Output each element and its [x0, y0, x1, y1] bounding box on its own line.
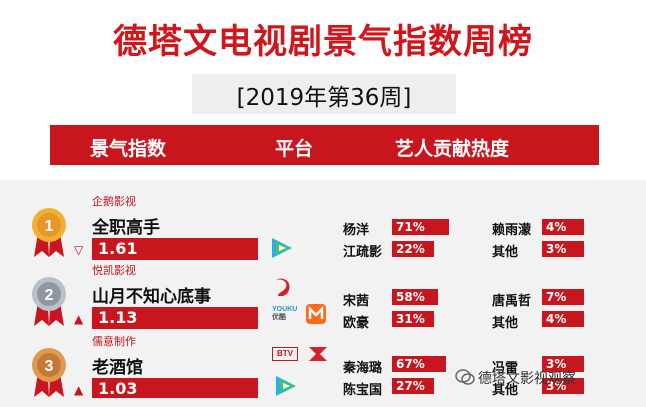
artist-name: 赖雨濛: [492, 223, 532, 238]
contribution-bar: [392, 241, 434, 257]
svg-text:3: 3: [45, 358, 54, 375]
jiangsu-tv-icon: [276, 278, 290, 296]
wechat-icon: [455, 369, 475, 385]
header-index-label: 景气指数: [90, 138, 167, 160]
contribution-bar: [392, 289, 438, 305]
ranking-row-2[interactable]: 2 悦凯影视 山月不知心底事 ▲ 1.13 YOUKU 优酷 宋茜 58% 欧豪…: [0, 262, 646, 334]
score-bar: [92, 238, 258, 260]
artist-name: 秦海璐: [343, 361, 383, 376]
contribution-pct: 27%: [396, 379, 425, 393]
contribution-pct: 31%: [396, 312, 425, 326]
svg-text:2: 2: [45, 287, 54, 304]
contribution-pct: 22%: [396, 242, 425, 256]
artist-name: 其他: [492, 316, 519, 331]
trend-up-icon: ▲: [74, 312, 84, 326]
show-title: 老酒馆: [92, 358, 143, 378]
btv-icon: BTV: [272, 347, 298, 361]
contribution-pct: 3%: [546, 242, 567, 256]
artist-name: 杨洋: [343, 223, 370, 238]
bronze-medal-icon: 3: [32, 348, 66, 397]
contribution-pct: 4%: [546, 220, 567, 234]
artist-name: 冯雷: [492, 361, 519, 376]
show-title: 山月不知心底事: [92, 287, 211, 307]
silver-medal-icon: 2: [32, 277, 66, 326]
contribution-bar: [392, 356, 446, 372]
contribution-pct: 7%: [546, 290, 567, 304]
header-bar: [50, 125, 599, 165]
contribution-bar: [542, 356, 584, 372]
guangdong-tv-icon: [309, 347, 327, 361]
artist-name: 江疏影: [343, 245, 383, 260]
contribution-pct: 3%: [546, 357, 567, 371]
score-bar: [92, 378, 258, 398]
contribution-bar: [542, 378, 584, 394]
artist-name: 陈宝国: [343, 383, 383, 398]
page-title: 德塔文电视剧景气指数周榜: [113, 22, 533, 62]
contribution-pct: 58%: [396, 290, 425, 304]
production-company: 儒意制作: [92, 335, 136, 348]
contribution-pct: 67%: [396, 357, 425, 371]
artist-name: 欧豪: [343, 316, 370, 331]
contribution-bar: [542, 289, 584, 305]
production-company: 悦凯影视: [92, 264, 136, 277]
week-label: [2019年第36周]: [236, 85, 412, 111]
contribution-bar: [392, 311, 434, 327]
svg-text:1: 1: [45, 218, 54, 235]
header-artist-label: 艺人贡献热度: [395, 138, 510, 160]
ranking-row-3[interactable]: 3 儒意制作 老酒馆 ▲ 1.03 BTV 秦海璐 67% 陈宝国 27% 冯雷…: [0, 333, 646, 405]
contribution-bar: [392, 378, 434, 394]
contribution-bar: [392, 219, 449, 235]
contribution-bar: [542, 311, 584, 327]
artist-name: 宋茜: [343, 294, 370, 309]
score-bar: [92, 307, 258, 329]
score-value: 1.13: [98, 308, 138, 327]
ranking-row-1[interactable]: 1 企鹅影视 全职高手 ▽ 1.61 杨洋 71% 江疏影 22% 赖雨濛 4%…: [0, 193, 646, 265]
show-title: 全职高手: [92, 218, 160, 238]
trend-down-icon: ▽: [74, 243, 84, 257]
score-value: 1.03: [98, 379, 138, 398]
ranking-area: [0, 180, 646, 407]
artist-name: 其他: [492, 245, 519, 260]
artist-name: 其他: [492, 383, 519, 398]
week-box: [192, 74, 456, 114]
gold-medal-icon: 1: [32, 208, 66, 257]
score-value: 1.61: [98, 239, 138, 258]
header-platform-label: 平台: [275, 138, 314, 160]
watermark-text: 德塔文影视观察: [478, 371, 576, 387]
youku-icon: YOUKU 优酷: [272, 306, 298, 321]
mgtv-icon: [306, 304, 326, 324]
contribution-bar: [542, 241, 584, 257]
contribution-bar: [542, 219, 584, 235]
tencent-video-icon: [276, 376, 296, 396]
trend-up-icon: ▲: [74, 383, 84, 397]
production-company: 企鹅影视: [92, 195, 136, 208]
contribution-pct: 3%: [546, 379, 567, 393]
contribution-pct: 71%: [396, 220, 425, 234]
tencent-video-icon: [272, 238, 292, 258]
artist-name: 唐禹哲: [492, 294, 532, 309]
contribution-pct: 4%: [546, 312, 567, 326]
